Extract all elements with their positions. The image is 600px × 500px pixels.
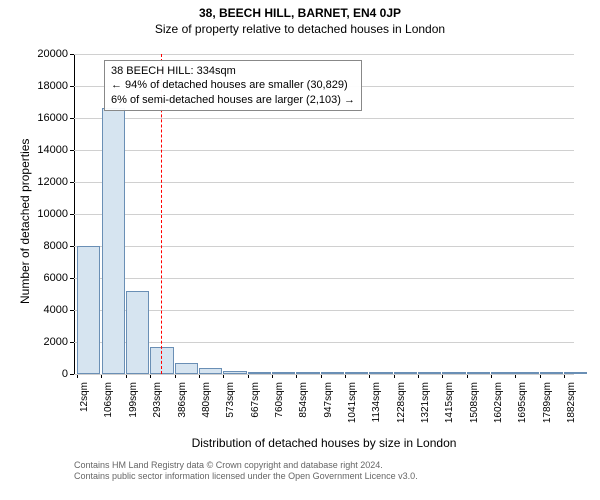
histogram-bar [126, 291, 149, 374]
xtick-label: 573sqm [225, 382, 236, 432]
ytick-label: 2000 [28, 336, 68, 348]
footer-line-2: Contains public sector information licen… [74, 471, 418, 482]
footer-attribution: Contains HM Land Registry data © Crown c… [74, 460, 418, 483]
histogram-bar [369, 372, 392, 374]
xtick-label: 1228sqm [396, 382, 407, 432]
xtick-label: 106sqm [103, 382, 114, 432]
xtick-label: 1508sqm [469, 382, 480, 432]
histogram-bar [150, 347, 173, 374]
histogram-bar [394, 372, 417, 374]
ytick-label: 8000 [28, 240, 68, 252]
ytick-label: 20000 [28, 48, 68, 60]
histogram-bar [199, 368, 222, 374]
xtick-label: 1789sqm [542, 382, 553, 432]
xtick-label: 760sqm [274, 382, 285, 432]
chart-subtitle: Size of property relative to detached ho… [0, 20, 600, 36]
xtick-label: 293sqm [152, 382, 163, 432]
xtick-label: 386sqm [177, 382, 188, 432]
xtick-label: 667sqm [250, 382, 261, 432]
histogram-bar [345, 372, 368, 374]
histogram-bar [102, 108, 125, 374]
annotation-line-1: 38 BEECH HILL: 334sqm [111, 64, 355, 78]
histogram-bar [223, 371, 246, 374]
histogram-bar [321, 372, 344, 374]
histogram-bar [442, 372, 465, 374]
histogram-bar [515, 372, 538, 374]
annotation-line-3: 6% of semi-detached houses are larger (2… [111, 93, 355, 107]
histogram-bar [77, 246, 100, 374]
footer-line-1: Contains HM Land Registry data © Crown c… [74, 460, 418, 471]
xtick-label: 1602sqm [493, 382, 504, 432]
ytick-label: 12000 [28, 176, 68, 188]
gridline [74, 54, 574, 55]
gridline [74, 246, 574, 247]
ytick-label: 6000 [28, 272, 68, 284]
histogram-bar [418, 372, 441, 374]
xtick-label: 480sqm [201, 382, 212, 432]
histogram-bar [175, 363, 198, 374]
histogram-bar [248, 372, 271, 374]
xtick-label: 12sqm [79, 382, 90, 432]
histogram-bar [491, 372, 514, 374]
x-axis-label: Distribution of detached houses by size … [74, 436, 574, 450]
gridline [74, 374, 574, 375]
xtick-label: 854sqm [298, 382, 309, 432]
xtick-label: 947sqm [323, 382, 334, 432]
xtick-label: 1041sqm [347, 382, 358, 432]
ytick-label: 0 [28, 368, 68, 380]
chart-title: 38, BEECH HILL, BARNET, EN4 0JP [0, 0, 600, 20]
xtick-label: 1321sqm [420, 382, 431, 432]
xtick-label: 1134sqm [371, 382, 382, 432]
gridline [74, 150, 574, 151]
histogram-bar [467, 372, 490, 374]
ytick-label: 16000 [28, 112, 68, 124]
xtick-label: 1695sqm [517, 382, 528, 432]
xtick-label: 1415sqm [444, 382, 455, 432]
xtick-label: 1882sqm [566, 382, 577, 432]
ytick-label: 4000 [28, 304, 68, 316]
gridline [74, 214, 574, 215]
ytick-label: 18000 [28, 80, 68, 92]
histogram-bar [296, 372, 319, 374]
gridline [74, 278, 574, 279]
gridline [74, 118, 574, 119]
gridline [74, 182, 574, 183]
histogram-bar [540, 372, 563, 374]
annotation-line-2: ← 94% of detached houses are smaller (30… [111, 78, 355, 92]
xtick-label: 199sqm [128, 382, 139, 432]
histogram-bar [564, 372, 587, 374]
ytick-label: 14000 [28, 144, 68, 156]
ytick-label: 10000 [28, 208, 68, 220]
histogram-bar [272, 372, 295, 374]
annotation-box: 38 BEECH HILL: 334sqm ← 94% of detached … [104, 60, 362, 111]
